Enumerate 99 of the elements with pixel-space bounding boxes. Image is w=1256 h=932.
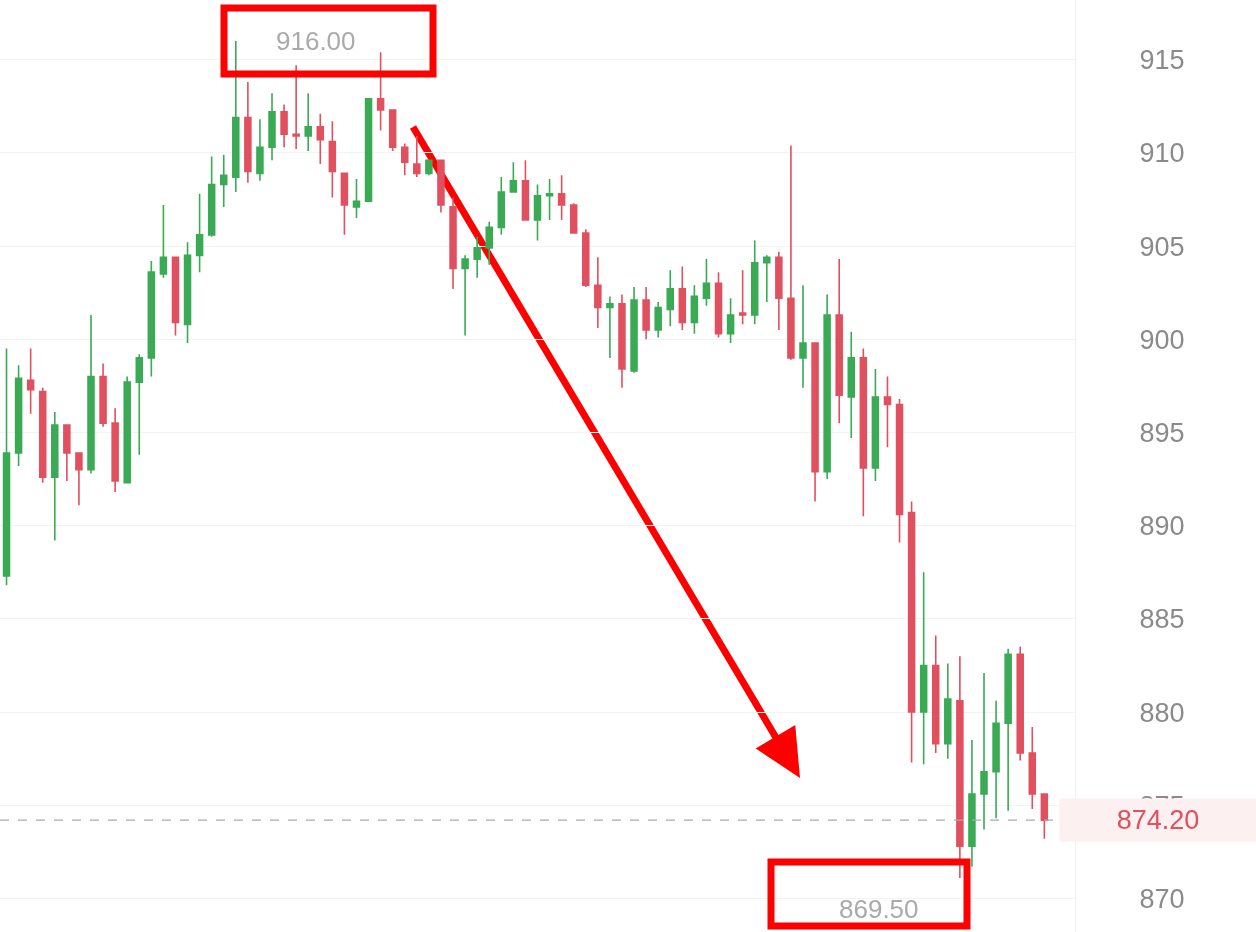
candlestick [545,178,554,221]
candlestick [521,159,530,221]
candlestick [352,178,361,219]
candlestick [183,241,192,344]
candlestick [606,295,614,359]
candlestick [883,375,892,449]
candlestick [461,254,469,337]
candlestick [775,250,783,331]
candlestick [618,293,626,389]
candlestick [135,353,144,456]
candlestick [2,347,11,587]
candlestick [968,739,976,868]
y-tick-label: 880 [1139,697,1185,728]
candlestick [280,103,288,149]
candlestick [14,364,23,467]
candlestick [642,286,650,341]
y-tick-label: 870 [1139,883,1185,914]
candlestick [594,256,602,329]
candlestick [38,386,47,484]
y-tick-label: 910 [1139,138,1185,169]
candlestick [992,700,1000,820]
candlestick [473,235,481,279]
candlestick [26,347,35,415]
candlestick [388,109,397,152]
candlestick [726,297,735,344]
y-tick-label: 890 [1139,511,1185,542]
candlestick [207,155,216,238]
candlestick [750,239,759,326]
candlestick [799,284,807,389]
candlestick [485,221,493,266]
candlestick [437,159,445,214]
candlestick [980,672,988,831]
candlestick [75,452,83,506]
candlestick [666,269,674,327]
candlestick [292,64,300,150]
candlestick [256,118,264,182]
candlestick [859,347,868,518]
candlestick [702,258,711,307]
candlestick [714,271,723,339]
annotation: 916.00 [276,26,356,56]
candlestick [87,314,95,475]
candlestick [738,269,747,326]
candlestick [111,407,119,493]
candlestick [690,284,699,335]
candlestick [123,375,131,484]
candlestick [630,286,638,374]
candlestick [401,142,409,177]
candlestick [919,571,928,766]
candlestick [1016,646,1024,762]
candlestick [944,662,952,760]
y-tick-label: 905 [1139,231,1185,262]
candlestick [219,153,228,208]
candlestick [147,260,156,378]
candlestick [787,144,795,361]
candlestick [497,176,506,236]
candlestick [847,330,856,439]
candlestick [907,500,916,764]
candlestick [763,254,771,303]
candlestick [654,301,662,339]
candlestick [376,51,385,132]
candlestick [195,193,204,273]
candlestick [316,112,325,165]
candlestick [232,40,240,193]
y-tick-label: 900 [1139,324,1185,355]
candlestick [159,204,168,279]
candlestick [533,183,542,242]
candlestick [1004,647,1012,812]
candlestick [449,196,457,290]
candlestick [340,172,349,236]
candlestick [582,228,590,288]
candlestick [895,398,904,544]
candlestick [413,135,421,178]
candlestick [811,342,819,503]
candlestick [171,256,180,337]
candlestick [569,202,578,234]
candlestick [304,92,312,152]
candlestick [425,159,433,177]
candlestick [1040,793,1049,840]
y-tick-label: 895 [1139,417,1185,448]
candlestick [835,258,843,424]
candlestick [509,161,518,193]
annotation: 869.50 [839,894,919,924]
candlestick [99,362,107,428]
candlestick [51,411,59,542]
candlestick [364,97,373,203]
candlestick [63,424,71,482]
candlestick [557,174,566,221]
candlestick [1028,726,1037,810]
candlestick [328,120,337,199]
candlestick [268,92,276,162]
y-tick-label: 885 [1139,604,1185,635]
y-tick-label: 915 [1139,45,1185,76]
candlestick [678,265,687,331]
candlestick [956,655,964,879]
ref-line-label: 874.20 [1116,805,1200,835]
candlestick [931,634,940,754]
candlestick [823,293,831,480]
candlestick [871,368,880,482]
candlestick [244,81,252,184]
